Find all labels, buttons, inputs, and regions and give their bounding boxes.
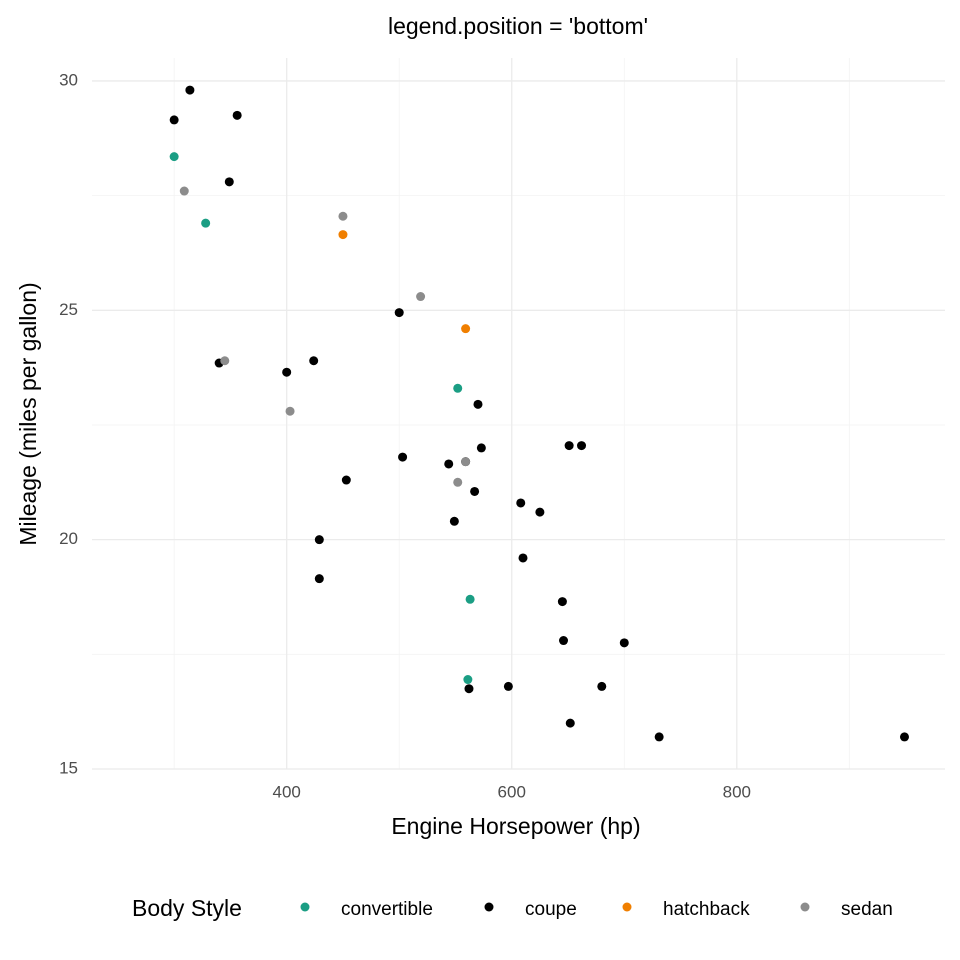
point [398,452,408,462]
legend-title: Body Style [132,895,242,921]
point [463,675,473,685]
point [282,367,292,377]
point [201,218,211,228]
point [503,681,513,691]
point [224,177,234,187]
point [394,308,404,318]
y-tick-label: 20 [59,529,78,548]
point [453,383,463,393]
point [470,486,480,496]
point [518,553,528,563]
point [285,406,295,416]
point [444,459,454,469]
point [461,324,471,334]
point [535,507,545,517]
point [654,732,664,742]
point [179,186,189,196]
point [464,684,474,694]
legend-label: hatchback [663,899,750,920]
point [476,443,486,453]
legend-swatch [622,902,632,912]
point [516,498,526,508]
point [449,516,459,526]
legend-swatch [484,902,494,912]
point [416,292,426,302]
point [564,441,574,451]
point [185,85,195,95]
y-tick-label: 15 [59,758,78,777]
x-tick-label: 600 [498,782,526,801]
chart-title: legend.position = 'bottom' [388,13,648,39]
legend-label: coupe [525,899,577,920]
x-tick-label: 800 [723,782,751,801]
legend-swatch [800,902,810,912]
point [453,477,463,487]
point [597,681,607,691]
grid [92,58,945,770]
legend-label: convertible [341,899,433,920]
y-tick-label: 30 [59,70,78,89]
legend-swatch [300,902,310,912]
point [557,597,567,607]
point [314,535,324,545]
point [338,211,348,221]
point [341,475,351,485]
point [565,718,575,728]
point [899,732,909,742]
point [465,594,475,604]
point [314,574,324,584]
point [559,636,569,646]
points [169,85,909,742]
legend-label: sedan [841,899,893,920]
point [232,110,242,120]
point [220,356,230,366]
y-tick-label: 25 [59,300,78,319]
point [309,356,319,366]
y-axis-title: Mileage (miles per gallon) [15,282,41,545]
point [169,152,179,162]
point [169,115,179,125]
x-tick-label: 400 [272,782,300,801]
point [619,638,629,648]
x-axis-title: Engine Horsepower (hp) [391,813,640,839]
point [577,441,587,451]
point [461,457,471,467]
point [338,230,348,240]
point [473,399,483,409]
